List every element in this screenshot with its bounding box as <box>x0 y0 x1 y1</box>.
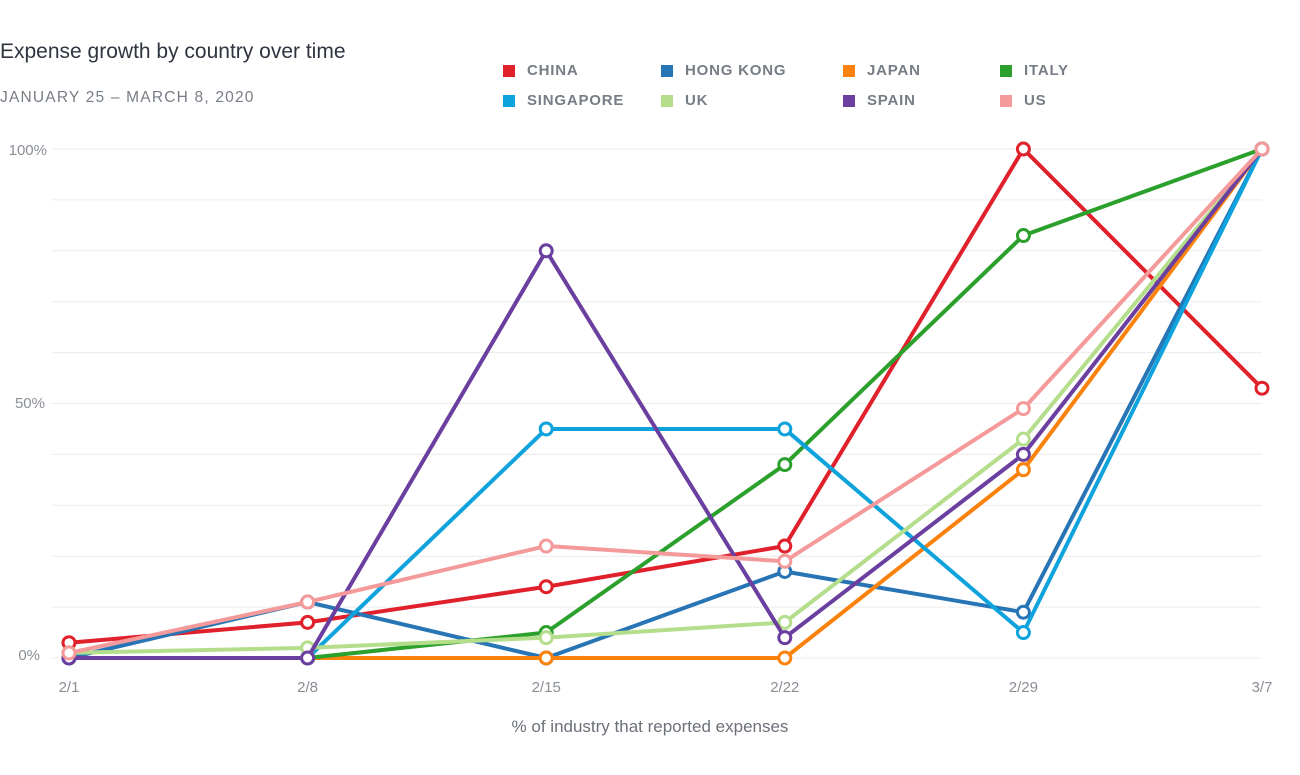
legend-label-china: CHINA <box>527 62 579 79</box>
data-point-japan <box>777 650 793 666</box>
data-point-spain <box>300 650 316 666</box>
data-point-china <box>777 538 793 554</box>
data-point-us <box>300 594 316 610</box>
data-point-china <box>300 614 316 630</box>
legend-swatch-singapore <box>503 94 515 107</box>
data-point-spain <box>777 630 793 646</box>
data-point-japan <box>538 650 554 666</box>
data-point-china <box>1254 380 1270 396</box>
legend-swatch-japan <box>843 64 855 77</box>
data-point-italy <box>1015 228 1031 244</box>
y-tick-50: 50% <box>15 395 45 412</box>
x-axis-ticks: 2/1 2/8 2/15 2/22 2/29 3/7 <box>59 679 1273 696</box>
legend-item-hong-kong: HONG KONG <box>661 62 786 79</box>
series-uk <box>61 141 1270 661</box>
legend-swatch-uk <box>661 94 673 107</box>
data-point-us <box>1254 141 1270 157</box>
legend-label-hong-kong: HONG KONG <box>685 62 787 79</box>
legend-label-singapore: SINGAPORE <box>527 92 625 109</box>
series-line-china <box>67 147 1264 645</box>
data-point-china <box>538 579 554 595</box>
data-point-singapore <box>1015 625 1031 641</box>
data-point-us <box>538 538 554 554</box>
legend-swatch-us <box>1000 94 1012 107</box>
data-point-japan <box>1015 462 1031 478</box>
legend-item-us: US <box>1000 92 1046 109</box>
legend-item-uk: UK <box>661 92 708 109</box>
grid-lines <box>52 148 1262 659</box>
data-point-italy <box>777 457 793 473</box>
data-point-spain <box>538 243 554 259</box>
x-tick-label: 3/7 <box>1252 679 1273 696</box>
legend-label-uk: UK <box>685 92 709 109</box>
legend-item-japan: JAPAN <box>843 62 921 79</box>
series-line-us <box>67 147 1264 655</box>
data-point-singapore <box>538 421 554 437</box>
series-lines <box>61 141 1270 666</box>
data-point-us <box>777 553 793 569</box>
x-tick-label: 2/8 <box>297 679 318 696</box>
legend-swatch-china <box>503 64 515 77</box>
y-tick-100: 100% <box>9 142 47 159</box>
legend-item-spain: SPAIN <box>843 92 916 109</box>
series-china <box>61 141 1270 651</box>
data-point-uk <box>538 630 554 646</box>
x-axis-label: % of industry that reported expenses <box>512 717 789 736</box>
series-spain <box>61 141 1270 666</box>
x-tick-label: 2/29 <box>1009 679 1038 696</box>
series-line-uk <box>67 147 1264 655</box>
data-point-uk <box>1015 431 1031 447</box>
legend-swatch-italy <box>1000 64 1012 77</box>
legend-item-china: CHINA <box>503 62 579 79</box>
legend-swatch-hong-kong <box>661 64 673 77</box>
series-us <box>61 141 1270 661</box>
legend-label-italy: ITALY <box>1024 62 1069 79</box>
data-point-china <box>1015 141 1031 157</box>
data-point-singapore <box>777 421 793 437</box>
data-point-us <box>61 645 77 661</box>
data-point-us <box>1015 401 1031 417</box>
legend-swatch-spain <box>843 94 855 107</box>
legend-label-us: US <box>1024 92 1047 109</box>
legend-item-italy: ITALY <box>1000 62 1069 79</box>
legend-item-singapore: SINGAPORE <box>503 92 624 109</box>
y-tick-0: 0% <box>18 647 40 664</box>
data-point-spain <box>1015 446 1031 462</box>
x-tick-label: 2/22 <box>770 679 799 696</box>
chart-subtitle: JANUARY 25 – MARCH 8, 2020 <box>0 89 255 106</box>
chart-title: Expense growth by country over time <box>0 40 346 63</box>
data-point-hong-kong <box>1015 604 1031 620</box>
data-point-uk <box>777 614 793 630</box>
legend-label-japan: JAPAN <box>867 62 921 79</box>
x-tick-label: 2/1 <box>59 679 80 696</box>
y-axis-ticks: 100% 50% 0% <box>9 142 47 664</box>
x-tick-label: 2/15 <box>532 679 561 696</box>
series-line-spain <box>67 147 1264 660</box>
legend-label-spain: SPAIN <box>867 92 916 109</box>
